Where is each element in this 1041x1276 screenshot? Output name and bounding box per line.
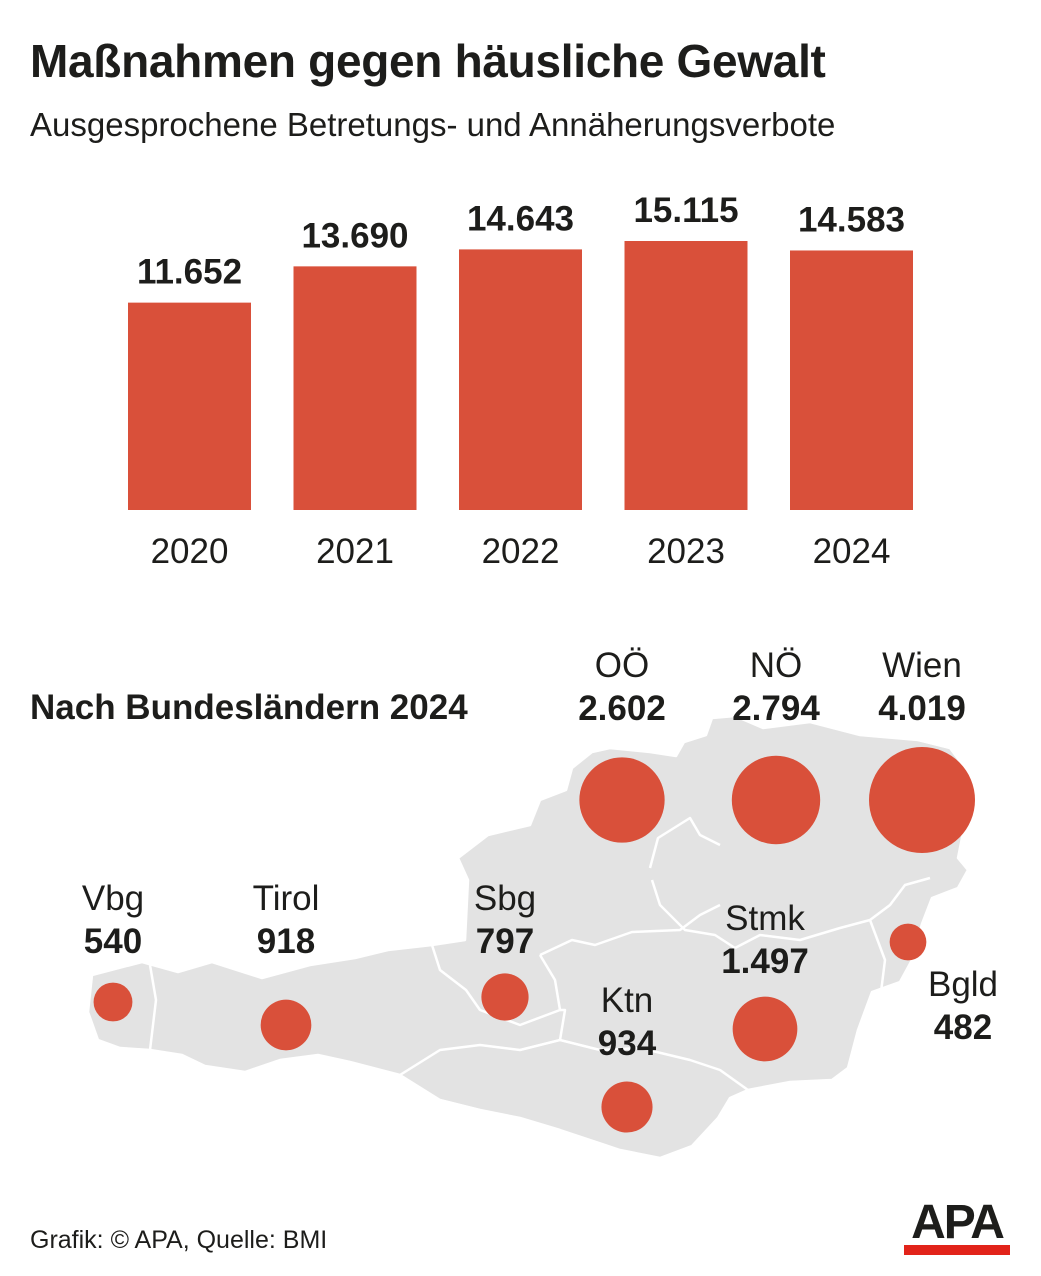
bubble-oö xyxy=(579,757,665,843)
bubble-ktn xyxy=(601,1081,653,1133)
region-label-tirol: Tirol 918 xyxy=(253,878,320,963)
bar-value-label: 13.690 xyxy=(301,216,408,255)
region-label-bgld: Bgld 482 xyxy=(928,964,998,1049)
bar-2022 xyxy=(459,249,582,510)
x-tick-label: 2020 xyxy=(151,532,229,571)
region-value: 934 xyxy=(597,1023,657,1063)
bar-value-label: 11.652 xyxy=(137,253,242,292)
region-value: 918 xyxy=(256,921,316,961)
region-value: 2.794 xyxy=(732,688,820,728)
region-name: Stmk xyxy=(725,899,805,938)
bubble-bgld xyxy=(889,923,927,961)
region-value: 482 xyxy=(933,1007,993,1047)
bubble-wien xyxy=(869,747,975,853)
bubble-sbg xyxy=(481,973,529,1021)
apa-logo-strip xyxy=(904,1245,1010,1255)
bar-value-label: 14.643 xyxy=(467,199,574,238)
bar-chart: 11.652 2020 13.690 2021 14.643 2022 15.115 2023… xyxy=(128,191,913,571)
region-label-nö: NÖ 2.794 xyxy=(732,645,820,730)
region-value: 797 xyxy=(475,921,535,961)
source-credit: Grafik: © APA, Quelle: BMI xyxy=(30,1226,328,1254)
bar-2023 xyxy=(624,241,748,510)
x-tick-label: 2022 xyxy=(482,532,560,571)
region-name: Wien xyxy=(882,646,962,685)
region-label-oö: OÖ 2.602 xyxy=(578,645,666,730)
bubble-stmk xyxy=(732,996,798,1062)
chart-title: Maßnahmen gegen häusliche Gewalt xyxy=(30,35,826,87)
region-name: NÖ xyxy=(749,646,803,685)
region-name: Tirol xyxy=(252,879,320,918)
region-label-sbg: Sbg 797 xyxy=(474,878,536,963)
region-name: Ktn xyxy=(600,981,654,1020)
bar-2021 xyxy=(293,266,417,510)
x-tick-label: 2024 xyxy=(813,532,891,571)
region-label-vbg: Vbg 540 xyxy=(82,878,144,963)
region-label-ktn: Ktn 934 xyxy=(598,980,656,1065)
region-value: 1.497 xyxy=(721,941,809,981)
bubble-nö xyxy=(731,755,821,845)
state-borders xyxy=(148,816,931,1092)
region-name: Bgld xyxy=(927,965,999,1004)
x-tick-label: 2021 xyxy=(316,532,394,571)
apa-logo-text: APA xyxy=(911,1196,1005,1249)
bubble-tirol xyxy=(260,999,312,1051)
region-value: 540 xyxy=(83,921,143,961)
region-value: 4.019 xyxy=(878,688,966,728)
chart-subtitle: Ausgesprochene Betretungs- und Annäherun… xyxy=(30,106,836,143)
x-tick-label: 2023 xyxy=(647,532,725,571)
bubble-vbg xyxy=(93,982,133,1022)
map-section-title: Nach Bundesländern 2024 xyxy=(30,688,468,727)
bar-value-label: 15.115 xyxy=(633,191,738,230)
bar-2020 xyxy=(128,302,251,510)
region-name: Sbg xyxy=(473,879,537,918)
region-value: 2.602 xyxy=(578,688,666,728)
region-label-wien: Wien 4.019 xyxy=(878,645,966,730)
region-name: Vbg xyxy=(81,879,145,918)
region-name: OÖ xyxy=(594,646,650,685)
region-label-stmk: Stmk 1.497 xyxy=(721,898,809,983)
bar-value-label: 14.583 xyxy=(798,200,905,239)
apa-logo: APA xyxy=(902,1196,1012,1255)
bar-2024 xyxy=(790,250,913,510)
